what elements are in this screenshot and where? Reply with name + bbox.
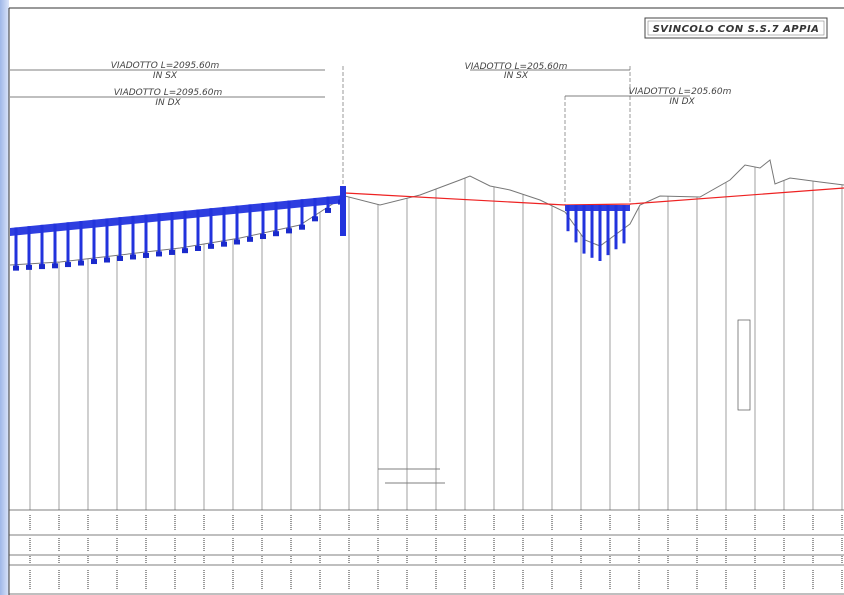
pier bbox=[92, 219, 96, 263]
pier bbox=[574, 205, 578, 243]
pier bbox=[326, 196, 330, 211]
pier bbox=[590, 205, 594, 258]
deck bbox=[565, 205, 630, 211]
pier bbox=[274, 201, 278, 235]
pier-foot bbox=[78, 260, 84, 266]
pier-foot bbox=[234, 239, 240, 245]
pier bbox=[248, 204, 252, 240]
pier bbox=[53, 223, 57, 267]
pier bbox=[196, 209, 200, 249]
title-box-inner bbox=[647, 20, 825, 36]
pier-foot bbox=[52, 263, 58, 269]
pier bbox=[183, 210, 187, 252]
label: VIADOTTO L=205.60m bbox=[465, 62, 568, 72]
label-side: IN SX bbox=[153, 71, 178, 81]
pier-foot bbox=[325, 207, 331, 213]
pier bbox=[79, 221, 83, 264]
note-box bbox=[737, 319, 751, 411]
pier-foot bbox=[26, 264, 32, 270]
side-strip bbox=[0, 0, 9, 595]
pier-foot bbox=[39, 264, 45, 270]
pier bbox=[170, 212, 174, 253]
pier bbox=[622, 205, 626, 244]
pier-foot bbox=[143, 252, 149, 258]
pier bbox=[300, 199, 304, 228]
pier bbox=[606, 205, 610, 256]
pier bbox=[209, 208, 213, 247]
pier-foot bbox=[273, 231, 279, 237]
pier-foot bbox=[195, 246, 201, 251]
pier bbox=[313, 197, 317, 220]
pier-foot bbox=[182, 248, 188, 254]
pier bbox=[144, 214, 148, 256]
abutment bbox=[340, 186, 346, 236]
pier bbox=[222, 206, 226, 245]
pier-foot bbox=[299, 224, 305, 230]
pier bbox=[105, 218, 109, 261]
pier bbox=[27, 226, 31, 268]
pier-foot bbox=[104, 257, 110, 263]
pier-foot bbox=[156, 251, 162, 257]
pier bbox=[582, 205, 586, 254]
title-box bbox=[644, 17, 828, 39]
pier-foot bbox=[65, 262, 71, 268]
label-side: IN DX bbox=[669, 97, 695, 107]
pier-foot bbox=[221, 241, 227, 247]
pier-foot bbox=[247, 236, 253, 242]
pier bbox=[287, 200, 291, 232]
pier-foot bbox=[91, 259, 97, 265]
pier-foot bbox=[117, 256, 123, 261]
pier bbox=[157, 213, 161, 255]
pier-foot bbox=[169, 249, 175, 255]
pier bbox=[261, 203, 265, 238]
label-side: IN SX bbox=[504, 71, 529, 81]
pier-foot bbox=[286, 228, 292, 234]
pier bbox=[566, 205, 570, 232]
label: VIADOTTO L=2095.60m bbox=[111, 61, 220, 71]
pier bbox=[131, 215, 135, 258]
title: SVINCOLO CON S.S.7 APPIA bbox=[653, 24, 820, 35]
pier bbox=[118, 217, 122, 259]
pier-foot bbox=[260, 234, 266, 240]
label-side: IN DX bbox=[155, 98, 181, 108]
pier bbox=[14, 227, 18, 269]
pier-foot bbox=[130, 254, 136, 260]
pier-foot bbox=[208, 243, 214, 249]
label: VIADOTTO L=205.60m bbox=[629, 87, 732, 97]
pier-foot bbox=[13, 265, 19, 271]
pier bbox=[614, 205, 618, 250]
pier-foot bbox=[312, 216, 318, 222]
pier bbox=[40, 224, 44, 268]
grade-line bbox=[344, 187, 844, 206]
pier bbox=[66, 222, 70, 266]
label: VIADOTTO L=2095.60m bbox=[114, 88, 223, 98]
pier bbox=[598, 205, 602, 261]
pier bbox=[235, 205, 239, 243]
